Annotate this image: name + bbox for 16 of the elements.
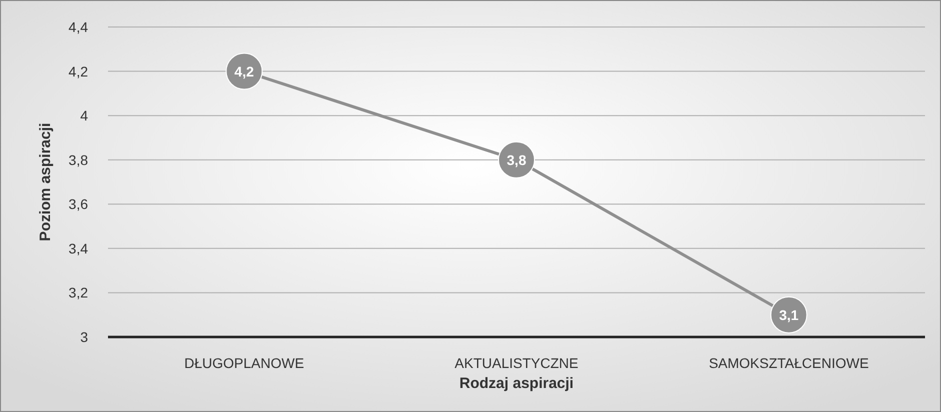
y-tick-label: 3,4 <box>68 240 88 256</box>
y-axis-title: Poziom aspiracji <box>37 122 54 242</box>
x-tick-label: SAMOKSZTAŁCENIOWE <box>708 355 869 371</box>
data-label: 3,1 <box>779 306 799 323</box>
x-tick-label: DŁUGOPLANOWE <box>184 355 304 371</box>
x-axis-title: Rodzaj aspiracji <box>459 375 574 392</box>
y-tick-label: 3,6 <box>68 196 88 212</box>
y-tick-label: 4,4 <box>68 19 88 35</box>
y-tick-label: 4,2 <box>68 63 88 80</box>
y-tick-label: 4 <box>80 108 88 124</box>
y-tick-label: 3,8 <box>68 152 88 168</box>
data-label: 3,8 <box>506 152 526 168</box>
y-tick-label: 3 <box>80 329 88 345</box>
data-label: 4,2 <box>234 63 254 80</box>
y-tick-label: 3,2 <box>68 284 88 301</box>
x-tick-label: AKTUALISTYCZNE <box>454 355 578 371</box>
